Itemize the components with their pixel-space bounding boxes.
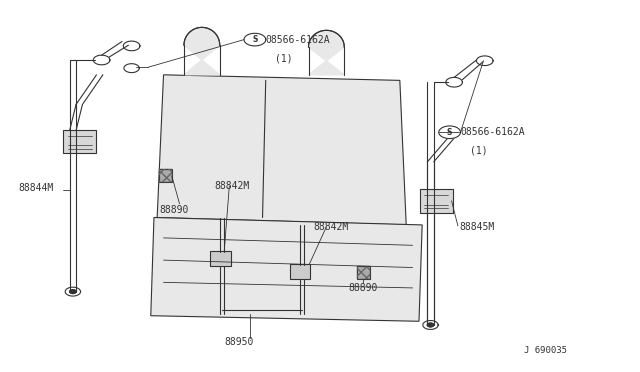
Text: S: S [447,128,452,137]
Polygon shape [70,290,76,294]
Polygon shape [157,75,406,225]
Text: J 690035: J 690035 [524,346,567,355]
Polygon shape [308,31,344,75]
FancyBboxPatch shape [63,130,97,153]
Polygon shape [184,28,220,75]
Text: (1): (1) [275,53,293,63]
Text: 08566-6162A: 08566-6162A [266,35,330,45]
Text: 88890: 88890 [349,283,378,293]
Polygon shape [357,266,370,279]
Polygon shape [159,169,172,182]
Text: 88845M: 88845M [460,222,495,232]
FancyBboxPatch shape [210,251,230,266]
Polygon shape [244,33,266,46]
Text: 88844M: 88844M [19,183,54,193]
Polygon shape [151,218,422,321]
Text: 88950: 88950 [224,337,253,347]
FancyBboxPatch shape [420,189,453,213]
FancyBboxPatch shape [290,264,310,279]
Text: S: S [252,35,257,44]
Polygon shape [428,323,434,327]
Text: 88842M: 88842M [314,222,349,232]
Text: 08566-6162A: 08566-6162A [461,127,525,137]
Text: (1): (1) [470,146,488,156]
Polygon shape [439,126,461,138]
Text: 88842M: 88842M [214,181,250,191]
Text: 88890: 88890 [159,205,188,215]
